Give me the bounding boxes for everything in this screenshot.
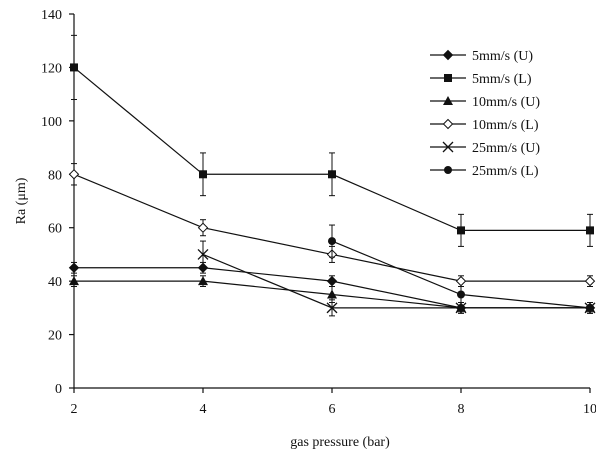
series-group bbox=[68, 34, 596, 317]
legend-label: 10mm/s (U) bbox=[472, 95, 540, 110]
legend-marker bbox=[442, 118, 454, 130]
series-5 bbox=[197, 240, 596, 317]
data-point bbox=[328, 170, 336, 179]
data-point bbox=[455, 302, 467, 314]
y-tick-label: 120 bbox=[41, 61, 62, 76]
x-tick-label: 4 bbox=[200, 402, 207, 417]
legend-marker bbox=[442, 49, 454, 61]
y-tick-label: 0 bbox=[55, 382, 62, 397]
legend-marker bbox=[442, 141, 454, 153]
y-axis-title: Ra (μm) bbox=[14, 177, 29, 224]
data-point bbox=[455, 275, 467, 287]
x-axis-title: gas pressure (bar) bbox=[290, 435, 390, 450]
legend-marker bbox=[444, 166, 452, 174]
legend-entry: 25mm/s (L) bbox=[430, 164, 539, 179]
data-point bbox=[197, 222, 209, 233]
data-point bbox=[327, 289, 337, 299]
legend-label: 25mm/s (L) bbox=[472, 164, 539, 179]
legend-entry: 5mm/s (U) bbox=[430, 49, 533, 64]
x-tick-label: 2 bbox=[71, 402, 78, 417]
legend-label: 5mm/s (L) bbox=[472, 72, 532, 87]
y-tick-label: 140 bbox=[41, 8, 62, 23]
data-point bbox=[584, 275, 596, 287]
legend-marker bbox=[444, 74, 452, 82]
legend-label: 25mm/s (U) bbox=[472, 141, 540, 156]
data-point bbox=[586, 226, 594, 235]
data-point bbox=[328, 237, 336, 246]
x-tick-label: 8 bbox=[458, 402, 465, 417]
y-tick-label: 60 bbox=[48, 222, 62, 237]
x-tick-label: 6 bbox=[329, 402, 336, 417]
legend-marker bbox=[443, 96, 453, 105]
data-point bbox=[199, 170, 207, 179]
y-tick-label: 80 bbox=[48, 168, 62, 183]
data-point bbox=[586, 303, 594, 312]
legend-label: 10mm/s (L) bbox=[472, 118, 539, 133]
x-tick-label: 10 bbox=[583, 402, 596, 417]
legend-entry: 25mm/s (U) bbox=[430, 141, 540, 156]
data-point bbox=[68, 169, 80, 180]
series-6 bbox=[328, 224, 594, 314]
data-point bbox=[457, 226, 465, 235]
data-point bbox=[68, 262, 80, 273]
data-point bbox=[457, 290, 465, 299]
legend-label: 5mm/s (U) bbox=[472, 49, 533, 64]
y-tick-label: 40 bbox=[48, 275, 62, 290]
y-tick-label: 100 bbox=[41, 115, 62, 130]
axes-group bbox=[73, 14, 590, 389]
data-point bbox=[70, 63, 78, 72]
ticks-group: 0 20 40 60 80 100 120 140 2 4 6 8 10 bbox=[41, 8, 596, 417]
legend-entry: 10mm/s (U) bbox=[430, 95, 540, 110]
legend-entry: 10mm/s (L) bbox=[430, 118, 539, 133]
data-point bbox=[197, 248, 209, 260]
data-point bbox=[198, 276, 208, 286]
legend-entry: 5mm/s (L) bbox=[430, 72, 532, 87]
series-line bbox=[202, 253, 590, 309]
series-2 bbox=[70, 34, 594, 247]
data-point bbox=[69, 276, 79, 286]
data-point bbox=[326, 275, 338, 287]
data-point bbox=[326, 302, 338, 314]
y-tick-label: 20 bbox=[48, 329, 62, 344]
legend-group: 5mm/s (U) 5mm/s (L) 10mm/s (U) 10mm/s (L) 25… bbox=[430, 49, 540, 179]
